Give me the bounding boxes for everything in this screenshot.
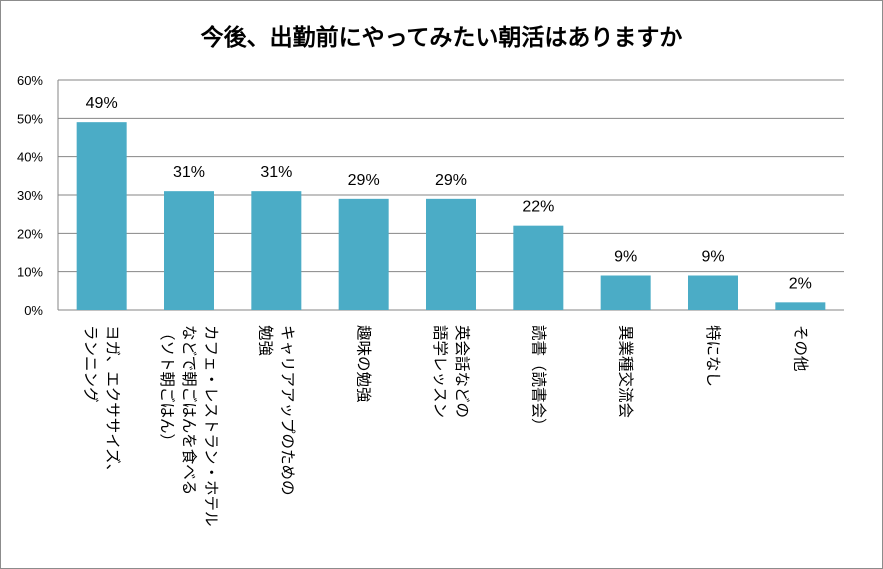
data-labels: 49% 31% 31% 29% 29% 22% 9% 9% 2% [86, 95, 812, 292]
category-label: 勉強 [256, 325, 274, 356]
y-tick-label: 40% [17, 150, 43, 165]
data-label: 29% [435, 172, 467, 189]
y-tick-label: 0% [24, 303, 43, 318]
data-label: 49% [86, 95, 118, 112]
bar [164, 191, 214, 310]
data-label: 2% [789, 275, 812, 292]
y-tick-label: 20% [17, 226, 43, 241]
data-label: 31% [173, 164, 205, 181]
category-label: （ソト朝ごはん） [158, 325, 176, 449]
category-label: 語学レッスン [431, 325, 449, 418]
bar [688, 275, 738, 310]
category-label: ヨガ、エクササイズ、 [104, 325, 122, 479]
category-label: ランニング [82, 325, 100, 403]
category-label: 趣味の勉強 [355, 325, 373, 403]
category-label: キャリアアップのための [278, 325, 296, 496]
chart-title: 今後、出勤前にやってみたい朝活はありますか [200, 25, 683, 51]
data-label: 31% [260, 164, 292, 181]
data-label: 9% [614, 249, 637, 266]
category-label: 特になし [704, 325, 722, 387]
bar [600, 275, 651, 310]
bar [513, 225, 564, 310]
bar [76, 122, 127, 311]
category-label: 英会話などの [453, 325, 471, 418]
data-label: 22% [522, 199, 554, 216]
bar [338, 198, 389, 310]
data-label: 29% [348, 172, 380, 189]
y-tick-label: 50% [17, 111, 43, 126]
y-tick-label: 30% [17, 188, 43, 203]
category-label: 読書（読書会） [529, 325, 547, 434]
y-axis-ticks: 0% 10% 20% 30% 40% 50% 60% [17, 73, 43, 318]
y-tick-label: 60% [17, 73, 43, 88]
category-label: 異業種交流会 [617, 325, 635, 418]
bars [76, 122, 826, 311]
category-label: などで朝ごはんを食べる [180, 325, 198, 495]
bar [251, 191, 302, 310]
data-label: 9% [701, 249, 724, 266]
bar [775, 302, 826, 310]
bar [426, 198, 476, 310]
category-label: カフェ・レストラン・ホテル [202, 325, 220, 527]
category-label: その他 [791, 325, 809, 372]
category-labels: ヨガ、エクササイズ、ランニング カフェ・レストラン・ホテルなどで朝ごはんを食べる（… [82, 325, 810, 527]
y-tick-label: 10% [17, 265, 43, 280]
